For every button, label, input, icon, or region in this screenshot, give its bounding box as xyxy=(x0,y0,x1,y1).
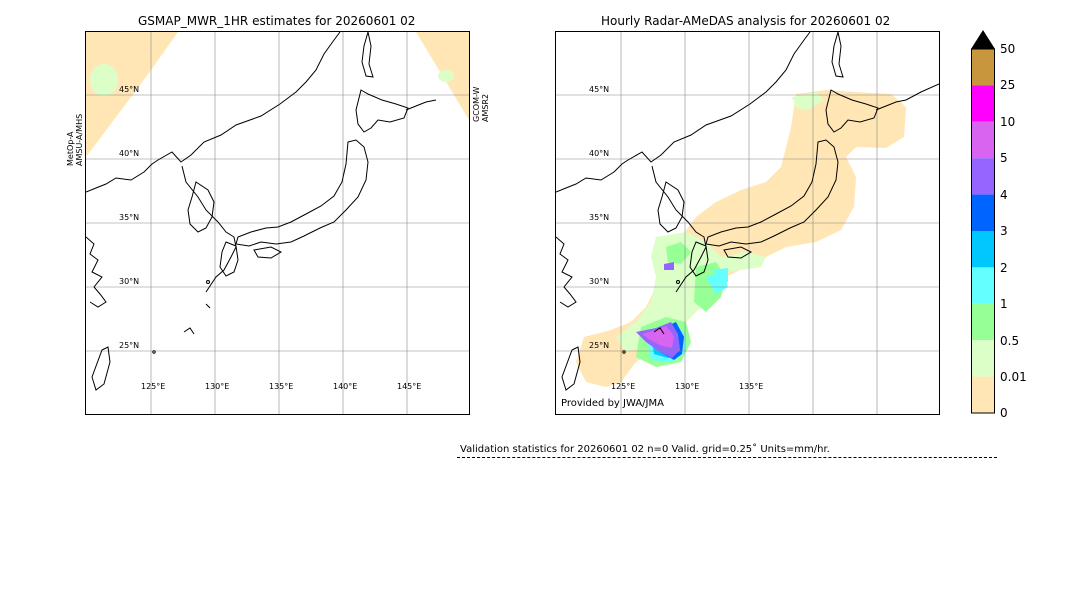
colorbar-segment xyxy=(971,376,995,413)
left-lat-label: 45°N xyxy=(119,85,140,94)
colorbar-label: 2 xyxy=(1000,261,1008,275)
rain-1 xyxy=(714,268,728,282)
colorbar-label: 3 xyxy=(1000,224,1008,238)
swath-edge-left xyxy=(86,32,178,157)
coastlines xyxy=(556,32,939,391)
validation-underline xyxy=(457,457,997,458)
colorbar-segment xyxy=(971,85,995,122)
left-lon-label: 140°E xyxy=(333,382,358,391)
rain-5 xyxy=(664,262,674,270)
left-map xyxy=(85,31,470,415)
colorbar-segment xyxy=(971,267,995,304)
right-lat-label: 35°N xyxy=(589,213,610,222)
right-lon-label: 125°E xyxy=(611,382,636,391)
colorbar-label: 10 xyxy=(1000,115,1016,129)
light-rain-area xyxy=(90,64,118,96)
coastlines xyxy=(86,32,437,391)
right-lat-label: 25°N xyxy=(589,341,610,350)
colorbar-label: 0.5 xyxy=(1000,334,1020,348)
colorbar-label: 0 xyxy=(1000,406,1008,420)
rain-0.01 xyxy=(792,92,824,110)
colorbar-extend-arrow xyxy=(971,30,995,49)
right-sensor-label-2: AMSR2 xyxy=(481,93,490,122)
colorbar-segment xyxy=(971,231,995,268)
right-lat-label: 40°N xyxy=(589,149,610,158)
colorbar-label: 1 xyxy=(1000,297,1008,311)
left-sensor-label-2: AMSU-A/MHS xyxy=(75,113,84,166)
left-lat-label: 40°N xyxy=(119,149,140,158)
colorbar-label: 0.01 xyxy=(1000,370,1027,384)
left-lon-label: 130°E xyxy=(205,382,230,391)
left-sensor-label-1: MetOp-A xyxy=(66,131,75,166)
left-lat-label: 35°N xyxy=(119,213,140,222)
right-map-title: Hourly Radar-AMeDAS analysis for 2026060… xyxy=(601,14,891,28)
colorbar-label: 25 xyxy=(1000,78,1016,92)
colorbar-segment xyxy=(971,340,995,377)
provider-credit: Provided by JWA/JMA xyxy=(561,398,664,409)
colorbar-label: 50 xyxy=(1000,42,1016,56)
right-map xyxy=(555,31,940,415)
colorbar-frame xyxy=(971,48,995,414)
left-lat-label: 25°N xyxy=(119,341,140,350)
colorbar-segment xyxy=(971,194,995,231)
graticule xyxy=(86,32,469,414)
colorbar-label: 5 xyxy=(1000,151,1008,165)
colorbar-segment xyxy=(971,158,995,195)
right-sensor-label-1: GCOM-W xyxy=(472,86,481,122)
validation-stats: Validation statistics for 20260601 02 n=… xyxy=(460,444,830,455)
left-lon-label: 125°E xyxy=(141,382,166,391)
light-rain-area xyxy=(438,70,454,82)
colorbar xyxy=(971,30,995,414)
left-lon-label: 145°E xyxy=(397,382,422,391)
colorbar-segment xyxy=(971,303,995,341)
colorbar-segment xyxy=(971,121,995,159)
rain-10 xyxy=(642,326,674,348)
left-lat-label: 30°N xyxy=(119,277,140,286)
graticule xyxy=(556,32,939,414)
right-lat-label: 45°N xyxy=(589,85,610,94)
left-map-title: GSMAP_MWR_1HR estimates for 20260601 02 xyxy=(138,14,416,28)
right-lon-label: 130°E xyxy=(675,382,700,391)
left-lon-label: 135°E xyxy=(269,382,294,391)
right-lat-label: 30°N xyxy=(589,277,610,286)
colorbar-label: 4 xyxy=(1000,188,1008,202)
colorbar-segment xyxy=(971,49,995,86)
right-lon-label: 135°E xyxy=(739,382,764,391)
